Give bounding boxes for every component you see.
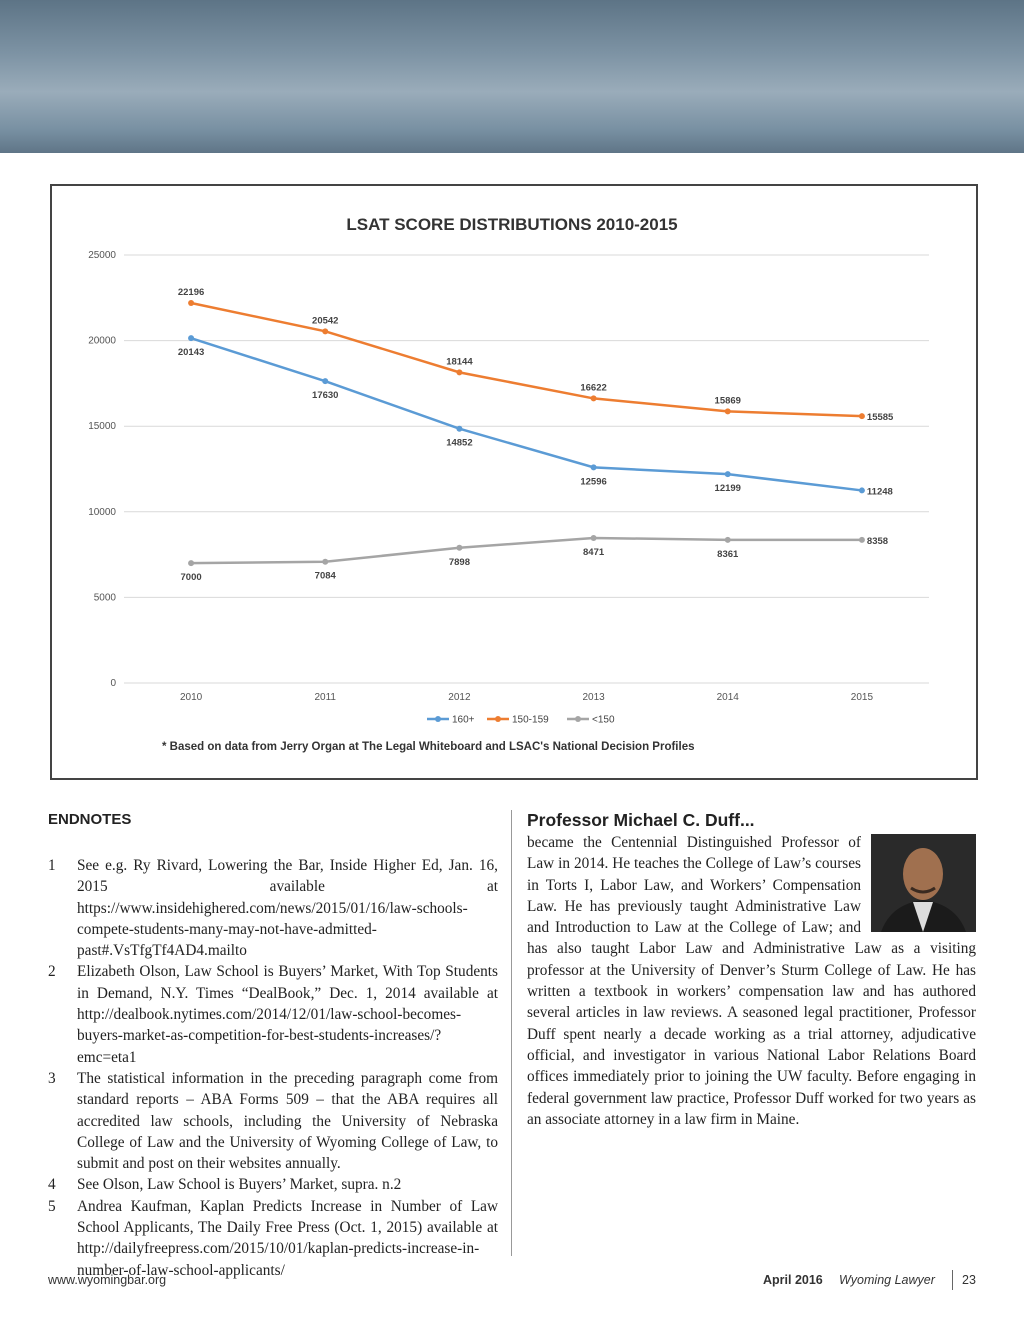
y-tick-label: 15000 xyxy=(88,421,116,432)
data-label: 12596 xyxy=(580,476,606,487)
x-tick-label: 2014 xyxy=(717,692,740,703)
y-tick-label: 0 xyxy=(110,678,116,689)
x-tick-label: 2015 xyxy=(851,692,874,703)
portrait-photo xyxy=(871,834,976,932)
footer-page: 23 xyxy=(962,1273,976,1287)
data-label: 20542 xyxy=(312,315,338,326)
endnote: 5 Andrea Kaufman, Kaplan Predicts Increas… xyxy=(48,1196,498,1281)
footer-date: April 2016 xyxy=(763,1273,823,1287)
point xyxy=(858,536,865,543)
data-label: 16622 xyxy=(580,382,606,393)
y-tick-label: 25000 xyxy=(88,250,116,261)
footer-website: www.wyomingbar.org xyxy=(48,1273,167,1287)
footer-separator xyxy=(952,1270,953,1290)
footer-publication: Wyoming Lawyer xyxy=(839,1273,935,1287)
point xyxy=(858,413,865,420)
endnote-text: See Olson, Law School is Buyers’ Market,… xyxy=(77,1176,402,1194)
series-line xyxy=(190,336,863,492)
endnote-text: Andrea Kaufman, Kaplan Predicts Increase… xyxy=(77,1197,498,1279)
bio: became the Centennial Distinguished Prof… xyxy=(527,832,976,1130)
data-label: 7000 xyxy=(181,572,202,583)
ocean-banner xyxy=(0,0,1024,153)
data-label: 15869 xyxy=(715,395,741,406)
data-label: 20143 xyxy=(178,347,204,358)
bio-title: Professor Michael C. Duff... xyxy=(527,810,755,830)
endnote: 4 See Olson, Law School is Buyers’ Market… xyxy=(48,1174,498,1195)
data-label: 22196 xyxy=(178,287,204,298)
bio-text: became the Centennial Distinguished Prof… xyxy=(527,834,976,1128)
column-divider xyxy=(511,810,512,1256)
point xyxy=(590,395,597,402)
data-label: 7898 xyxy=(449,557,470,568)
x-tick-label: 2013 xyxy=(582,692,605,703)
point xyxy=(188,335,195,342)
point xyxy=(456,425,463,432)
series-line xyxy=(190,301,862,418)
endnote-text: See e.g. Ry Rivard, Lowering the Bar, In… xyxy=(77,857,498,960)
point xyxy=(188,300,195,307)
legend-marker xyxy=(575,716,581,722)
data-label: 8358 xyxy=(867,536,888,547)
endnote: 2 Elizabeth Olson, Law School is Buyers’ … xyxy=(48,961,498,1067)
endnotes-title: ENDNOTES xyxy=(48,811,132,828)
series-line xyxy=(191,536,862,565)
data-label: 18144 xyxy=(446,356,473,367)
endnote: 3 The statistical information in the prec… xyxy=(48,1068,498,1174)
endnote-text: The statistical information in the prece… xyxy=(77,1069,498,1173)
x-tick-label: 2012 xyxy=(448,692,471,703)
point xyxy=(456,369,463,376)
point xyxy=(188,560,195,567)
x-tick-label: 2010 xyxy=(180,692,203,703)
legend-label: 160+ xyxy=(452,715,475,726)
data-label: 8471 xyxy=(583,547,605,558)
endnote-text: Elizabeth Olson, Law School is Buyers’ M… xyxy=(77,963,498,1066)
chart-frame: LSAT SCORE DISTRIBUTIONS 2010-2015 * Bas… xyxy=(50,184,978,780)
chart: LSAT SCORE DISTRIBUTIONS 2010-2015 * Bas… xyxy=(88,215,929,753)
point xyxy=(590,534,597,541)
endnote: 1 See e.g. Ry Rivard, Lowering the Bar, I… xyxy=(48,855,498,961)
point xyxy=(590,464,597,471)
data-label: 14852 xyxy=(446,438,472,449)
data-label: 7084 xyxy=(315,571,337,582)
legend-marker xyxy=(495,716,501,722)
data-label: 11248 xyxy=(867,486,893,497)
data-label: 15585 xyxy=(867,412,894,423)
data-label: 12199 xyxy=(715,483,741,494)
point xyxy=(724,408,731,415)
endnote-number: 4 xyxy=(48,1176,56,1194)
point xyxy=(724,536,731,543)
point xyxy=(322,378,329,385)
y-tick-label: 20000 xyxy=(88,336,116,347)
point xyxy=(456,544,463,551)
point xyxy=(858,487,865,494)
legend-marker xyxy=(435,716,441,722)
legend-label: <150 xyxy=(592,715,615,726)
endnote-number: 5 xyxy=(48,1197,56,1215)
endnote-number: 2 xyxy=(48,963,56,981)
chart-note: * Based on data from Jerry Organ at The … xyxy=(162,741,694,753)
y-tick-label: 5000 xyxy=(94,592,117,603)
point xyxy=(322,328,329,335)
data-label: 8361 xyxy=(717,549,739,560)
endnotes: 1 See e.g. Ry Rivard, Lowering the Bar, I… xyxy=(48,855,498,1281)
data-label: 17630 xyxy=(312,390,338,401)
chart-title: LSAT SCORE DISTRIBUTIONS 2010-2015 xyxy=(346,215,677,234)
point xyxy=(322,558,329,565)
point xyxy=(724,471,731,478)
endnote-number: 3 xyxy=(48,1069,56,1087)
y-tick-label: 10000 xyxy=(88,507,116,518)
legend-label: 150-159 xyxy=(512,715,549,726)
endnote-number: 1 xyxy=(48,857,56,874)
x-tick-label: 2011 xyxy=(314,692,336,703)
